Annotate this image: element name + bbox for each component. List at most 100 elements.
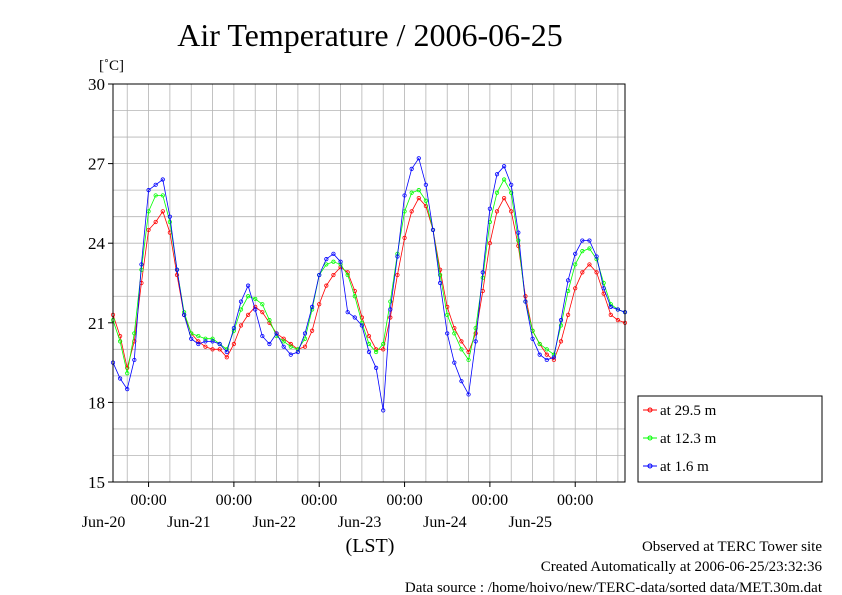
data-point	[516, 230, 521, 235]
legend-label: at 1.6 m	[660, 459, 709, 475]
data-point	[388, 307, 393, 312]
data-point	[288, 352, 293, 357]
data-point	[608, 312, 613, 317]
data-point	[487, 241, 492, 246]
data-point	[267, 341, 272, 347]
data-point	[160, 209, 165, 214]
data-point	[466, 357, 471, 363]
series-layer	[110, 156, 628, 413]
data-point	[203, 339, 208, 344]
y-axis-ticks: 15 18 21 24 27 30	[88, 75, 113, 492]
data-point	[409, 166, 414, 172]
data-point	[281, 344, 286, 349]
series-line	[112, 178, 626, 374]
data-point	[324, 257, 329, 262]
legend-box	[637, 395, 823, 483]
x-tick-time: 00:00	[216, 492, 252, 509]
data-point	[502, 177, 507, 182]
data-point	[573, 262, 578, 267]
data-point	[302, 331, 308, 336]
data-point	[445, 312, 450, 317]
legend-swatch-marker	[647, 407, 653, 413]
data-point	[189, 336, 194, 341]
data-point	[601, 280, 606, 286]
y-axis-unit: [˚C]	[99, 58, 124, 74]
data-point	[146, 188, 151, 193]
data-point	[409, 209, 414, 214]
data-point	[580, 270, 585, 275]
data-point	[274, 331, 279, 336]
series-2	[110, 177, 628, 376]
data-point	[174, 272, 180, 278]
legend: at 29.5 m at 12.3 m at 1.6 m	[637, 395, 823, 483]
footer-source: Data source : /home/hoivo/new/TERC-data/…	[405, 580, 823, 595]
data-point	[317, 302, 322, 307]
data-point	[246, 312, 251, 317]
data-point	[402, 193, 407, 198]
plot-frame	[112, 83, 626, 483]
x-tick-date: Jun-23	[338, 514, 382, 531]
data-point	[537, 352, 542, 357]
data-point	[615, 318, 620, 323]
data-point	[502, 164, 507, 169]
x-tick-date: Jun-24	[423, 514, 467, 531]
x-tick-time: 00:00	[472, 492, 508, 509]
data-point	[580, 249, 585, 254]
data-point	[210, 339, 215, 344]
data-point	[459, 379, 464, 384]
y-tick-label: 21	[88, 314, 105, 333]
data-point	[537, 341, 542, 347]
x-tick-time: 00:00	[130, 492, 166, 509]
data-point	[167, 219, 172, 225]
data-point	[310, 328, 315, 333]
data-point	[359, 323, 364, 328]
data-point	[544, 357, 549, 363]
data-point	[153, 219, 158, 225]
x-tick-date: Jun-22	[252, 514, 296, 531]
data-point	[530, 336, 535, 341]
data-point	[566, 312, 571, 317]
data-point	[338, 259, 343, 264]
data-point	[494, 172, 500, 177]
data-point	[473, 331, 478, 336]
data-point	[302, 344, 308, 349]
data-point	[224, 349, 229, 355]
data-point	[160, 193, 165, 198]
data-point	[566, 278, 571, 283]
x-axis-label: (LST)	[346, 535, 395, 557]
data-point	[374, 347, 379, 352]
y-tick-label: 24	[88, 234, 106, 253]
x-axis-ticks: 00:00Jun-2000:00Jun-2100:00Jun-2200:00Ju…	[82, 482, 593, 531]
data-point	[558, 323, 564, 328]
data-point	[182, 312, 187, 317]
data-point	[494, 190, 500, 195]
data-point	[260, 302, 265, 307]
data-point	[331, 259, 336, 264]
series-3	[110, 156, 628, 413]
data-point	[366, 349, 372, 355]
data-point	[246, 283, 251, 288]
data-point	[402, 235, 407, 240]
data-point	[502, 195, 507, 201]
y-tick-label: 18	[88, 393, 105, 412]
data-point	[509, 190, 514, 195]
data-point	[224, 355, 229, 360]
data-point	[416, 195, 421, 201]
data-point	[153, 193, 158, 198]
data-point	[118, 376, 123, 381]
data-point	[345, 310, 350, 315]
data-point	[231, 341, 236, 347]
data-point	[331, 251, 336, 256]
data-point	[438, 280, 443, 286]
data-point	[594, 270, 599, 275]
data-point	[196, 341, 201, 347]
data-point	[523, 299, 528, 304]
data-point	[608, 304, 613, 309]
data-point	[217, 341, 222, 347]
data-point	[594, 254, 599, 259]
data-point	[587, 238, 592, 243]
legend-swatch-marker	[647, 435, 653, 441]
data-point	[473, 339, 478, 344]
data-point	[551, 355, 556, 360]
data-point	[381, 341, 386, 347]
